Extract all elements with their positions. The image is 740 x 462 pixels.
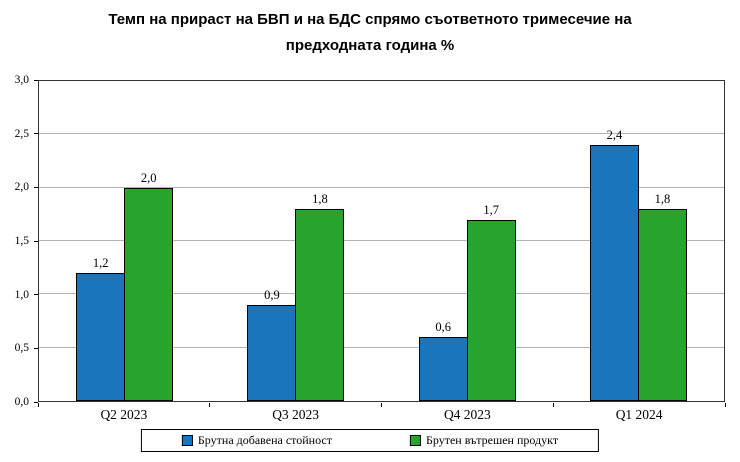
bar-groups: 1,2 2,0 0,9 1,8 0,6 1,7 2,4 1,8 [39, 81, 724, 401]
y-axis: 3,0 2,5 2,0 1,5 1,0 0,5 0,0 [0, 74, 38, 408]
gridline [39, 293, 724, 295]
bar-group: 1,2 2,0 [39, 81, 210, 401]
y-axis-label: 1,0 [14, 288, 29, 301]
bar-gdp-q1-2024: 1,8 [637, 192, 687, 401]
bar-gdp-q4-2023: 1,7 [466, 203, 516, 401]
legend-entry: Брутна добавена стойност [181, 433, 332, 448]
gridline [39, 346, 724, 348]
gridline [39, 133, 724, 135]
y-axis-label: 2,5 [14, 127, 29, 140]
x-axis-tick [381, 403, 382, 407]
bar-group: 0,6 1,7 [382, 81, 553, 401]
bar-value-label: 0,9 [264, 288, 280, 302]
bar-value-label: 0,6 [435, 320, 451, 334]
legend-label: Брутна добавена стойност [197, 433, 332, 447]
gridline [39, 240, 724, 241]
bar-gva-q4-2023: 0,6 [418, 320, 468, 401]
x-axis-tick [209, 403, 211, 407]
x-axis-label: Q1 2024 [615, 407, 663, 422]
bar-gva-q3-2023: 0,9 [247, 288, 297, 401]
y-axis-label: 0,0 [14, 396, 29, 408]
plot-area: 1,2 2,0 0,9 1,8 0,6 1,7 2,4 1,8 [38, 80, 725, 402]
bar-value-label: 1,8 [312, 192, 328, 206]
x-ticks [37, 402, 726, 407]
y-axis-tick [34, 79, 38, 81]
bar-value-label: 1,7 [483, 202, 499, 217]
x-axis: Q2 2023 Q3 2023 Q4 2023 Q1 2024 [38, 407, 725, 423]
gridline [39, 186, 724, 188]
chart-title: Темп на прираст на БВП и на БДС спрямо с… [0, 7, 740, 59]
x-axis-label: Q3 2023 [272, 407, 320, 422]
legend: Брутна добавена стойност Брутен вътрешен … [140, 429, 600, 452]
y-axis-tick [34, 401, 38, 403]
y-axis-tick [34, 240, 38, 242]
y-axis-tick [34, 186, 38, 188]
y-axis-label: 2,0 [14, 181, 29, 194]
legend-entry: Брутен вътрешен продукт [409, 433, 559, 448]
legend-marker-gdp [409, 435, 421, 446]
chart-title-line1: Темп на прираст на БВП и на БДС спрямо с… [108, 11, 632, 28]
y-axis-label: 1,5 [14, 235, 29, 247]
legend-label: Брутен вътрешен продукт [425, 433, 559, 447]
gridlines [39, 81, 724, 401]
bar-group: 2,4 1,8 [553, 81, 724, 401]
bar-gdp-q2-2023: 2,0 [124, 171, 174, 401]
bar-value-label: 2,0 [140, 170, 157, 185]
x-axis-tick [37, 403, 39, 407]
chart-title-line2: предходната година % [285, 37, 455, 54]
bar-value-label: 2,4 [606, 128, 623, 142]
x-axis-label: Q4 2023 [443, 407, 491, 422]
bar-gva-q1-2024: 2,4 [589, 128, 639, 401]
bar-gva-q2-2023: 1,2 [76, 256, 126, 401]
x-axis-label: Q2 2023 [100, 407, 148, 422]
y-axis-label: 0,5 [14, 342, 29, 355]
y-axis-label: 3,0 [14, 74, 29, 86]
x-axis-tick [724, 403, 726, 407]
bar-value-label: 1,2 [92, 256, 109, 270]
y-axis-tick [34, 294, 38, 296]
legend-marker-gva [181, 435, 193, 446]
bar-group: 0,9 1,8 [210, 81, 381, 401]
y-axis-tick [34, 133, 38, 135]
bar-value-label: 1,8 [654, 192, 671, 206]
bar-gdp-q3-2023: 1,8 [295, 192, 345, 401]
x-axis-tick [552, 403, 554, 407]
y-axis-tick [34, 347, 38, 349]
